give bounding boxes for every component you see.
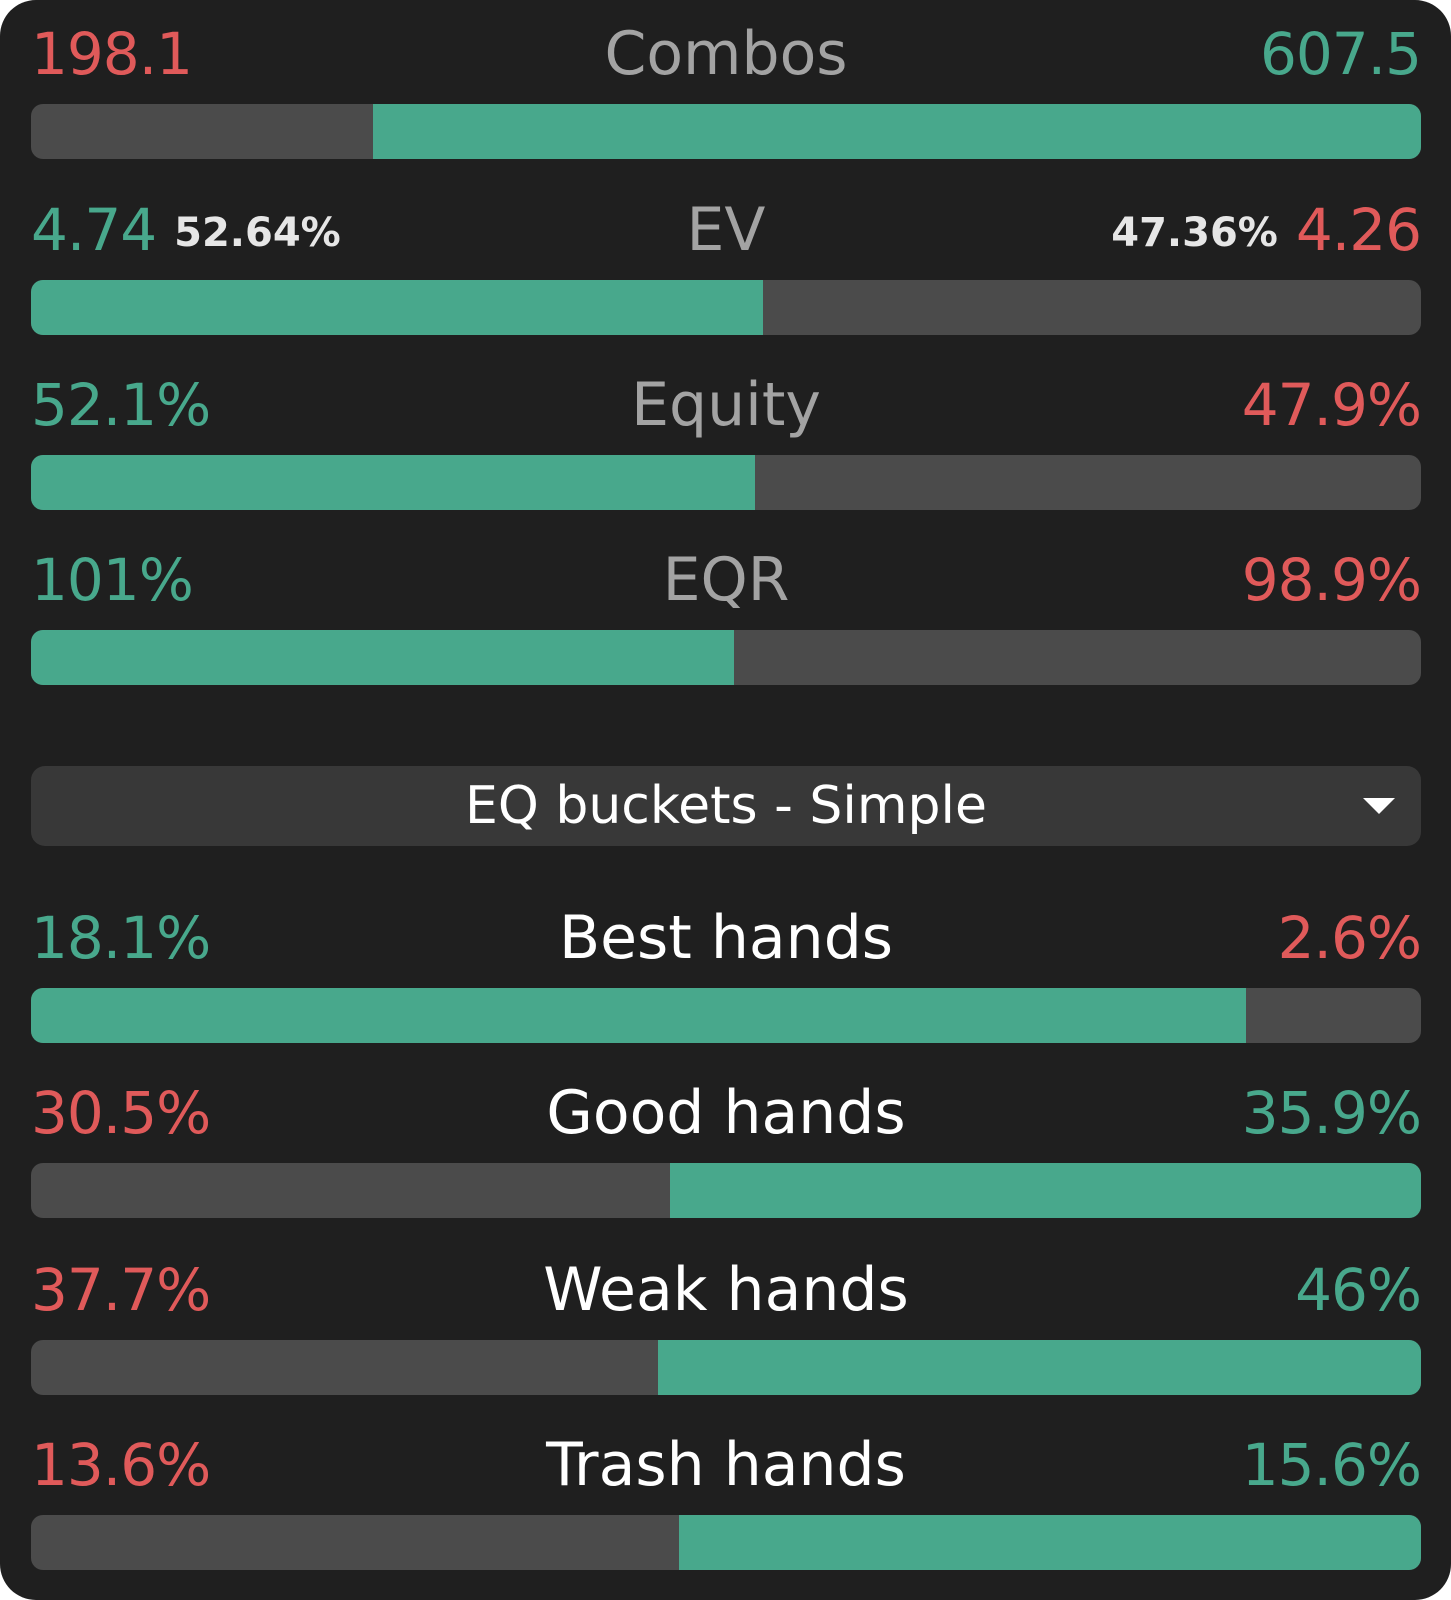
- equity-bar: [31, 455, 1421, 510]
- trash-hands-left-number: 13.6%: [31, 1431, 211, 1499]
- equity-right-number: 47.9%: [1241, 371, 1422, 439]
- good-hands-bar: [31, 1163, 1421, 1218]
- best-hands-row: 18.1% Best hands 2.6%: [31, 898, 1422, 1043]
- ev-header: 4.74 52.64% EV 47.36% 4.26: [31, 190, 1422, 270]
- best-hands-left-number: 18.1%: [31, 904, 211, 972]
- good-hands-row: 30.5% Good hands 35.9%: [31, 1073, 1422, 1218]
- combos-row: 198.1 Combos 607.5: [31, 14, 1422, 159]
- ev-bar-fill: [31, 280, 763, 335]
- equity-row: 52.1% Equity 47.9%: [31, 365, 1422, 510]
- weak-hands-header: 37.7% Weak hands 46%: [31, 1250, 1422, 1330]
- weak-hands-right-value: 46%: [1295, 1261, 1422, 1319]
- combos-right-value: 607.5: [1260, 25, 1422, 83]
- best-hands-right-value: 2.6%: [1278, 909, 1422, 967]
- weak-hands-row: 37.7% Weak hands 46%: [31, 1250, 1422, 1395]
- good-hands-bar-fill: [670, 1163, 1421, 1218]
- good-hands-left-number: 30.5%: [31, 1079, 211, 1147]
- good-hands-title: Good hands: [546, 1078, 906, 1148]
- best-hands-right-number: 2.6%: [1277, 904, 1422, 972]
- eqr-right-value: 98.9%: [1242, 551, 1422, 609]
- eqr-bar-fill: [31, 630, 735, 685]
- eqr-header: 101% EQR 98.9%: [31, 540, 1422, 620]
- best-hands-title: Best hands: [558, 903, 894, 973]
- trash-hands-right-number: 15.6%: [1241, 1431, 1422, 1499]
- equity-right-value: 47.9%: [1242, 376, 1422, 434]
- equity-left-number: 52.1%: [31, 371, 211, 439]
- ev-bar: [31, 280, 1421, 335]
- good-hands-header: 30.5% Good hands 35.9%: [31, 1073, 1422, 1153]
- equity-header: 52.1% Equity 47.9%: [31, 365, 1422, 445]
- eqr-right-number: 98.9%: [1241, 546, 1422, 614]
- trash-hands-header: 13.6% Trash hands 15.6%: [31, 1425, 1422, 1505]
- ev-left-value: 4.74 52.64%: [31, 201, 341, 259]
- weak-hands-left-number: 37.7%: [31, 1256, 211, 1324]
- ev-right-number: 4.26: [1295, 196, 1422, 264]
- combos-left-value: 198.1: [31, 25, 193, 83]
- trash-hands-title: Trash hands: [546, 1430, 906, 1500]
- ev-right-percent: 47.36%: [1111, 210, 1278, 256]
- equity-bar-fill: [31, 455, 756, 510]
- weak-hands-right-number: 46%: [1295, 1256, 1422, 1324]
- dropdown-label: EQ buckets - Simple: [465, 776, 987, 836]
- combos-bar: [31, 104, 1421, 159]
- best-hands-left-value: 18.1%: [31, 909, 211, 967]
- equity-title: Equity: [631, 370, 821, 440]
- ev-row: 4.74 52.64% EV 47.36% 4.26: [31, 190, 1422, 335]
- weak-hands-bar-fill: [657, 1340, 1421, 1395]
- eqr-bar: [31, 630, 1421, 685]
- weak-hands-left-value: 37.7%: [31, 1261, 211, 1319]
- trash-hands-right-value: 15.6%: [1242, 1436, 1422, 1494]
- good-hands-right-number: 35.9%: [1241, 1079, 1422, 1147]
- trash-hands-left-value: 13.6%: [31, 1436, 211, 1494]
- weak-hands-title: Weak hands: [543, 1255, 909, 1325]
- eqr-row: 101% EQR 98.9%: [31, 540, 1422, 685]
- combos-bar-fill: [372, 104, 1421, 159]
- combos-header: 198.1 Combos 607.5: [31, 14, 1422, 94]
- best-hands-header: 18.1% Best hands 2.6%: [31, 898, 1422, 978]
- weak-hands-bar: [31, 1340, 1421, 1395]
- combos-title: Combos: [604, 19, 848, 89]
- ev-left-percent: 52.64%: [174, 210, 341, 256]
- caret-down-icon: [1363, 798, 1395, 814]
- good-hands-left-value: 30.5%: [31, 1084, 211, 1142]
- eqr-left-number: 101%: [31, 546, 194, 614]
- combos-left-number: 198.1: [31, 20, 193, 88]
- eqr-left-value: 101%: [31, 551, 194, 609]
- ev-title: EV: [686, 195, 766, 265]
- equity-left-value: 52.1%: [31, 376, 211, 434]
- best-hands-bar-fill: [31, 988, 1246, 1043]
- combos-right-number: 607.5: [1259, 20, 1422, 88]
- trash-hands-row: 13.6% Trash hands 15.6%: [31, 1425, 1422, 1570]
- best-hands-bar: [31, 988, 1421, 1043]
- eq-buckets-dropdown[interactable]: EQ buckets - Simple: [31, 766, 1421, 846]
- ev-left-number: 4.74: [31, 196, 157, 264]
- trash-hands-bar-fill: [678, 1515, 1421, 1570]
- trash-hands-bar: [31, 1515, 1421, 1570]
- good-hands-right-value: 35.9%: [1242, 1084, 1422, 1142]
- ev-right-value: 47.36% 4.26: [1111, 201, 1422, 259]
- eqr-title: EQR: [662, 545, 790, 615]
